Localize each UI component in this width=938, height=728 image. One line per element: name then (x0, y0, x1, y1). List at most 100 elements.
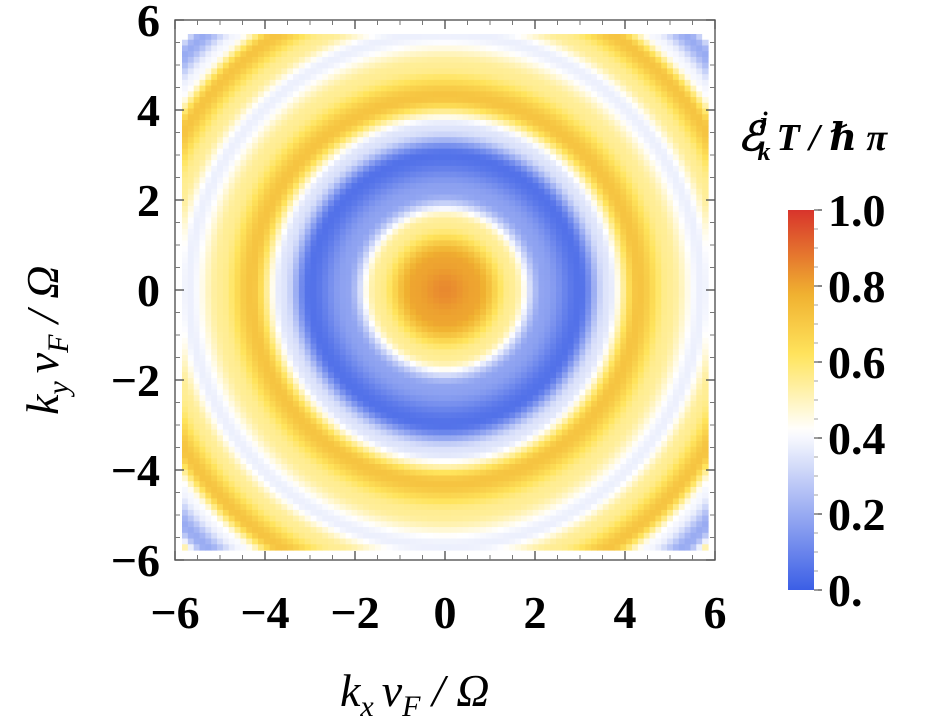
heatmap-cell (263, 240, 271, 247)
heatmap-cell (415, 154, 423, 161)
heatmap-cell (404, 160, 411, 167)
heatmap-cell (445, 160, 452, 167)
heatmap-cell (275, 538, 282, 545)
heatmap-cell (485, 544, 493, 551)
heatmap-cell (293, 389, 300, 396)
heatmap-cell (503, 120, 510, 127)
heatmap-cell (187, 85, 195, 92)
heatmap-cell (333, 297, 341, 305)
heatmap-cell (263, 486, 271, 494)
heatmap-cell (211, 309, 218, 316)
heatmap-cell (234, 337, 242, 345)
heatmap-cell (333, 91, 341, 98)
heatmap-cell (269, 406, 277, 413)
heatmap-cell (404, 429, 411, 436)
heatmap-cell (205, 320, 212, 327)
heatmap-cell (351, 366, 358, 373)
heatmap-cell (281, 177, 288, 184)
heatmap-cell (404, 51, 411, 58)
heatmap-cell (380, 211, 388, 219)
heatmap-cell (421, 475, 429, 482)
heatmap-cell (228, 217, 236, 224)
heatmap-cell (386, 441, 393, 448)
heatmap-cell (491, 418, 499, 425)
heatmap-cell (281, 223, 288, 230)
heatmap-cell (187, 217, 195, 224)
heatmap-cell (252, 45, 259, 52)
heatmap-cell (404, 211, 411, 219)
heatmap-cell (275, 108, 282, 115)
heatmap-cell (240, 395, 247, 402)
heatmap-cell (409, 372, 417, 379)
heatmap-cell (409, 326, 417, 333)
heatmap-cell (374, 120, 382, 127)
heatmap-cell (404, 188, 411, 196)
heatmap-cell (228, 452, 236, 459)
heatmap-cell (450, 91, 458, 98)
heatmap-cell (234, 234, 242, 241)
heatmap-cell (199, 51, 206, 58)
heatmap-cell (462, 372, 469, 379)
heatmap-cell (316, 120, 323, 127)
heatmap-cell (503, 97, 510, 104)
heatmap-cell (497, 234, 505, 241)
heatmap-cell (287, 429, 294, 436)
heatmap-cell (205, 39, 212, 47)
heatmap-cell (187, 274, 195, 282)
heatmap-cell (462, 91, 469, 98)
heatmap-cell (485, 171, 493, 178)
heatmap-cell (316, 280, 323, 287)
heatmap-cell (427, 62, 434, 69)
heatmap-cell (474, 56, 481, 64)
heatmap-cell (182, 326, 189, 333)
heatmap-cell (462, 171, 469, 178)
heatmap-cell (427, 108, 434, 115)
heatmap-cell (468, 400, 475, 408)
heatmap-cell (257, 45, 265, 52)
heatmap-cell (427, 492, 434, 499)
heatmap-cell (310, 125, 318, 133)
heatmap-cell (427, 91, 434, 98)
heatmap-cell (217, 228, 224, 236)
heatmap-cell (310, 108, 318, 115)
heatmap-cell (450, 200, 458, 207)
heatmap-cell (439, 79, 446, 87)
heatmap-cell (439, 355, 446, 362)
heatmap-cell (450, 544, 458, 551)
heatmap-cell (357, 400, 364, 408)
heatmap-cell (427, 355, 434, 362)
heatmap-cell (363, 544, 370, 551)
heatmap-cell (298, 527, 306, 534)
heatmap-cell (357, 125, 364, 133)
heatmap-cell (491, 74, 499, 81)
heatmap-cell (257, 257, 265, 264)
heatmap-cell (404, 286, 411, 293)
heatmap-cell (328, 206, 335, 213)
heatmap-cell (351, 223, 358, 230)
heatmap-cell (234, 486, 242, 494)
heatmap-cell (398, 223, 405, 230)
heatmap-cell (322, 246, 329, 253)
heatmap-cell (468, 171, 475, 178)
heatmap-cell (450, 418, 458, 425)
heatmap-cell (193, 183, 201, 190)
heatmap-cell (333, 395, 341, 402)
heatmap-cell (322, 217, 329, 224)
heatmap-cell (182, 56, 189, 64)
heatmap-cell (363, 423, 370, 431)
heatmap-cell (246, 389, 253, 396)
heatmap-cell (339, 131, 347, 138)
heatmap-cell (439, 504, 446, 511)
heatmap-cell (211, 211, 218, 219)
heatmap-cell (257, 429, 265, 436)
heatmap-cell (415, 280, 423, 287)
heatmap-cell (491, 332, 499, 339)
heatmap-cell (269, 280, 277, 287)
heatmap-cell (357, 51, 364, 58)
heatmap-cell (351, 177, 358, 184)
heatmap-cell (182, 160, 189, 167)
heatmap-cell (263, 372, 271, 379)
heatmap-cell (222, 309, 230, 316)
heatmap-cell (182, 62, 189, 69)
heatmap-cell (339, 142, 347, 150)
